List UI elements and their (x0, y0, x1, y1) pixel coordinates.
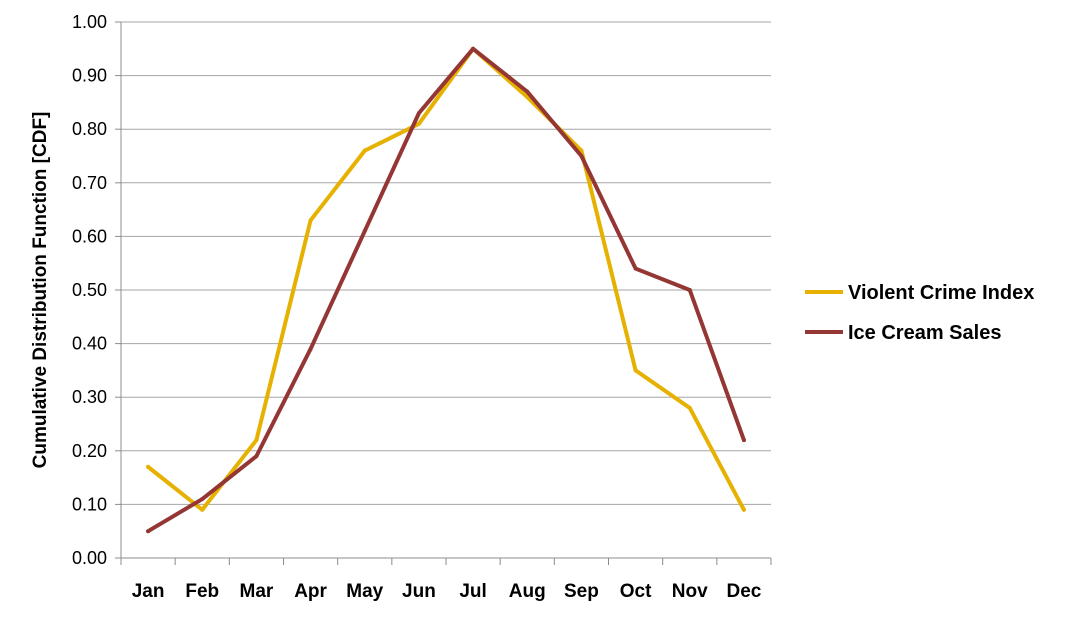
legend-label: Ice Cream Sales (848, 322, 1001, 344)
data-point (579, 154, 584, 158)
y-tick-label: 0.30 (72, 387, 107, 407)
data-point (416, 111, 421, 116)
series-ice-cream-sales (146, 46, 746, 534)
gridlines (121, 21, 771, 505)
x-tick-label: Sep (564, 581, 599, 602)
y-tick-label: 0.80 (72, 119, 107, 139)
data-point (741, 507, 746, 512)
data-point (416, 121, 421, 126)
series-lines (146, 46, 746, 534)
data-point (633, 266, 638, 271)
y-tick-label: 0.00 (72, 548, 107, 568)
legend-label: Violent Crime Index (848, 282, 1034, 304)
y-tick-label: 0.90 (72, 66, 107, 86)
data-point (200, 497, 205, 502)
x-tick-label: Apr (294, 581, 327, 602)
data-point (362, 148, 367, 153)
data-point (254, 438, 259, 443)
series-line (146, 46, 746, 512)
y-tick-label: 1.00 (72, 12, 107, 32)
x-tick-label: Mar (240, 581, 274, 602)
data-point (687, 405, 692, 410)
data-point (362, 229, 367, 234)
series-violent-crime-index (146, 46, 746, 512)
y-axis-ticks: 0.00 0.10 0.20 0.30 0.40 0.50 0.60 0.70 0.80 0.90… (72, 12, 121, 568)
data-point (200, 507, 205, 512)
x-tick-label: Oct (620, 581, 652, 602)
data-point (308, 218, 313, 223)
legend-item: Ice Cream Sales (805, 322, 1001, 344)
y-tick-label: 0.10 (72, 494, 107, 514)
y-tick-label: 0.40 (72, 334, 107, 354)
x-tick-label: Nov (672, 581, 708, 602)
legend: Violent Crime Index Ice Cream Sales (805, 282, 1034, 344)
data-point (525, 89, 530, 94)
data-point (741, 438, 746, 443)
series-line (146, 46, 746, 534)
y-tick-label: 0.50 (72, 280, 107, 300)
data-point (525, 95, 530, 100)
x-axis-ticks: Jan Feb Mar Apr May Jun Jul Aug Sep Oct Nov Dec (120, 558, 772, 602)
data-point (146, 464, 151, 469)
x-tick-label: Jan (132, 581, 165, 602)
x-tick-label: Dec (726, 581, 761, 602)
y-tick-label: 0.70 (72, 173, 107, 193)
x-tick-label: Feb (185, 581, 219, 602)
data-point (254, 454, 259, 459)
y-tick-label: 0.20 (72, 441, 107, 461)
y-tick-label: 0.60 (72, 226, 107, 246)
x-tick-label: Jun (402, 581, 436, 602)
data-point (471, 46, 476, 51)
y-axis-title: Cumulative Distribution Function [CDF] (30, 112, 51, 469)
data-point (146, 529, 151, 534)
legend-item: Violent Crime Index (805, 282, 1034, 304)
data-point (579, 148, 584, 153)
x-tick-label: May (346, 581, 383, 602)
x-tick-label: Aug (509, 581, 546, 602)
x-tick-label: Jul (459, 581, 486, 602)
data-point (308, 346, 313, 351)
data-point (687, 288, 692, 292)
data-point (633, 368, 638, 373)
